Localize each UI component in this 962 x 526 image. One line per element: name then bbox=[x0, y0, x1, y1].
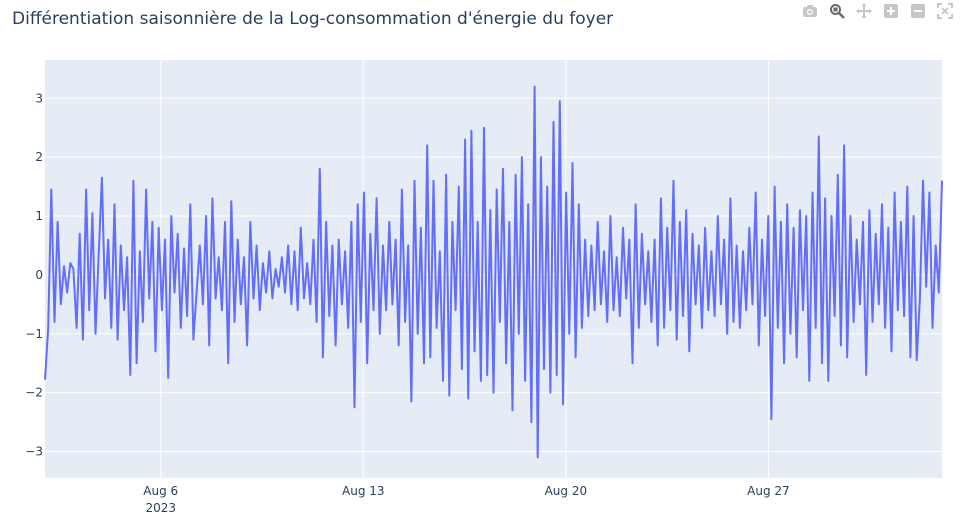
chart-title: Différentiation saisonnière de la Log-co… bbox=[12, 9, 614, 29]
camera-icon[interactable] bbox=[798, 1, 821, 21]
y-tick-label: −2 bbox=[25, 386, 43, 400]
y-tick-label: 3 bbox=[35, 91, 43, 105]
x-axis-ticks: Aug 6 2023 Aug 13 Aug 20 Aug 27 bbox=[143, 484, 789, 515]
autoscale-icon[interactable] bbox=[933, 1, 956, 21]
zoom-out-icon[interactable] bbox=[906, 1, 929, 21]
zoom-icon[interactable] bbox=[825, 1, 848, 21]
x-tick-label: Aug 20 bbox=[545, 484, 588, 498]
series-group bbox=[44, 85, 943, 459]
x-tick-label: Aug 6 bbox=[143, 484, 178, 498]
modebar bbox=[798, 1, 956, 21]
x-tick-label: Aug 27 bbox=[747, 484, 790, 498]
y-tick-label: 1 bbox=[35, 209, 43, 223]
pan-icon[interactable] bbox=[852, 1, 875, 21]
y-axis-ticks: 3 2 1 0 −1 −2 −3 bbox=[25, 91, 43, 458]
y-tick-label: −1 bbox=[25, 327, 43, 341]
y-tick-label: 0 bbox=[35, 268, 43, 282]
series-line[interactable] bbox=[44, 85, 943, 459]
x-tick-label: Aug 13 bbox=[342, 484, 385, 498]
y-tick-label: 2 bbox=[35, 150, 43, 164]
y-tick-label: −3 bbox=[25, 445, 43, 459]
x-tick-sublabel: 2023 bbox=[145, 501, 176, 515]
zoom-in-icon[interactable] bbox=[879, 1, 902, 21]
